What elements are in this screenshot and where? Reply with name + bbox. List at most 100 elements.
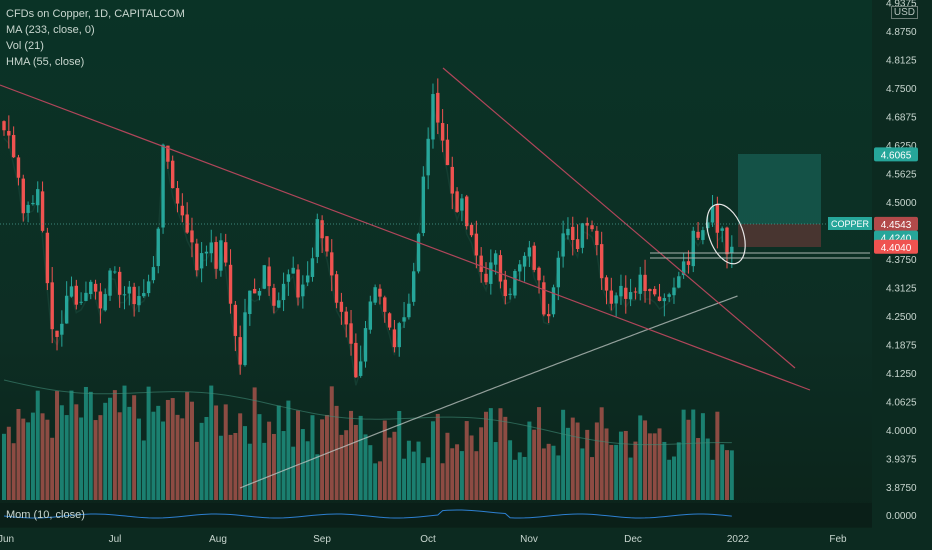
candlesticks[interactable]: [2, 78, 734, 378]
candle-body: [440, 123, 445, 141]
candle-body: [16, 157, 21, 178]
candle-body: [730, 246, 734, 254]
candle-body: [513, 270, 517, 296]
candle-body: [378, 288, 382, 297]
volume-bar: [541, 448, 546, 500]
candle-body: [175, 188, 180, 204]
volume-bar: [517, 452, 522, 500]
time-axis-background: [0, 528, 932, 550]
volume-bar: [300, 429, 305, 500]
volume-bar: [252, 387, 257, 500]
candle-body: [103, 294, 107, 311]
candle-body: [238, 337, 242, 365]
y-tick-label: 4.2500: [886, 312, 917, 323]
candle-body: [108, 270, 112, 296]
volume-bar: [382, 420, 387, 500]
volume-bar: [180, 418, 185, 500]
volume-bar: [40, 413, 45, 500]
volume-bar: [657, 428, 662, 500]
legend-hma[interactable]: HMA (55, close): [6, 56, 85, 68]
x-tick-label: Oct: [420, 534, 436, 545]
x-tick-label: Jul: [109, 534, 122, 545]
drawings[interactable]: COPPER: [0, 67, 872, 391]
candle-body: [310, 258, 315, 277]
legend-ma[interactable]: MA (233, close, 0): [6, 24, 95, 36]
volume-bar: [310, 415, 315, 500]
candle-body: [132, 286, 136, 305]
volume-bar: [450, 448, 455, 500]
volume-bar: [633, 441, 638, 500]
volume-bar: [194, 441, 199, 500]
currency-label[interactable]: USD: [890, 6, 918, 19]
candle-body: [571, 226, 575, 240]
candle-body: [166, 145, 170, 162]
candle-body: [248, 290, 252, 315]
volume-bar: [165, 399, 170, 500]
volume-bar: [662, 441, 667, 500]
candle-body: [522, 255, 527, 267]
price-axis[interactable]: 3.8750 3.9375 4.0000 4.0625 4.1250 4.1875 4.25…: [872, 0, 932, 550]
candle-body: [416, 233, 421, 272]
candle-body: [74, 285, 78, 305]
volume-bar: [474, 451, 479, 500]
candle-body: [609, 290, 614, 304]
volume-bar: [551, 445, 556, 500]
volume-bar: [729, 450, 734, 500]
candle-body: [156, 228, 160, 267]
candle-body: [484, 273, 488, 283]
time-axis[interactable]: Jun Jul Aug Sep Oct Nov Dec 2022 Feb: [0, 528, 932, 550]
volume-bar: [464, 421, 469, 500]
candle-body: [575, 239, 580, 250]
volume-bar: [2, 433, 6, 500]
candle-body: [546, 314, 551, 317]
price-badge-label: 4.6065: [881, 150, 912, 161]
y-tick-label: 4.1250: [886, 369, 917, 380]
axis-background: [872, 0, 932, 550]
candle-body: [296, 269, 300, 298]
candle-body: [493, 253, 498, 265]
volume-bar: [247, 443, 252, 500]
volume-bar: [214, 405, 219, 500]
candle-body: [460, 198, 464, 211]
candle-body: [397, 323, 401, 348]
volume-bar: [715, 411, 720, 500]
candle-body: [662, 298, 667, 302]
y-tick-label: 4.6250: [886, 141, 917, 152]
volume-bar: [329, 386, 334, 500]
candle-body: [489, 262, 493, 284]
volume-bar: [387, 437, 392, 500]
volume-bar: [218, 435, 223, 500]
candle-body: [624, 287, 628, 299]
volume-bar: [667, 459, 672, 500]
x-tick-label: 2022: [727, 534, 750, 545]
legend-title[interactable]: CFDs on Copper, 1D, CAPITALCOM: [6, 8, 185, 20]
candle-body: [151, 267, 156, 281]
volume-bar: [156, 405, 161, 500]
candle-body: [334, 274, 339, 303]
volume-bar: [26, 422, 31, 500]
volume-bar: [209, 385, 214, 500]
candle-body: [272, 287, 276, 306]
candle-body: [320, 220, 324, 239]
y-tick-label: 4.8125: [886, 56, 917, 67]
candle-body: [498, 255, 503, 282]
candle-body: [595, 230, 599, 246]
x-tick-label: Nov: [520, 534, 538, 545]
candle-body: [31, 202, 35, 205]
candle-body: [363, 328, 368, 362]
volume-bar: [334, 405, 339, 500]
candle-body: [171, 160, 175, 189]
volume-bar: [575, 422, 580, 500]
candle-body: [199, 253, 204, 269]
momentum-legend[interactable]: Mom (10, close): [6, 509, 85, 521]
y-tick-label: 3.9375: [886, 455, 917, 466]
candle-body: [137, 296, 141, 306]
volume-bar: [64, 415, 69, 500]
volume-bar: [411, 451, 416, 500]
volume-bar: [161, 421, 166, 500]
legend-vol[interactable]: Vol (21): [6, 40, 44, 52]
candle-body: [556, 257, 560, 288]
candle-body: [633, 291, 638, 293]
candle-body: [325, 236, 329, 252]
